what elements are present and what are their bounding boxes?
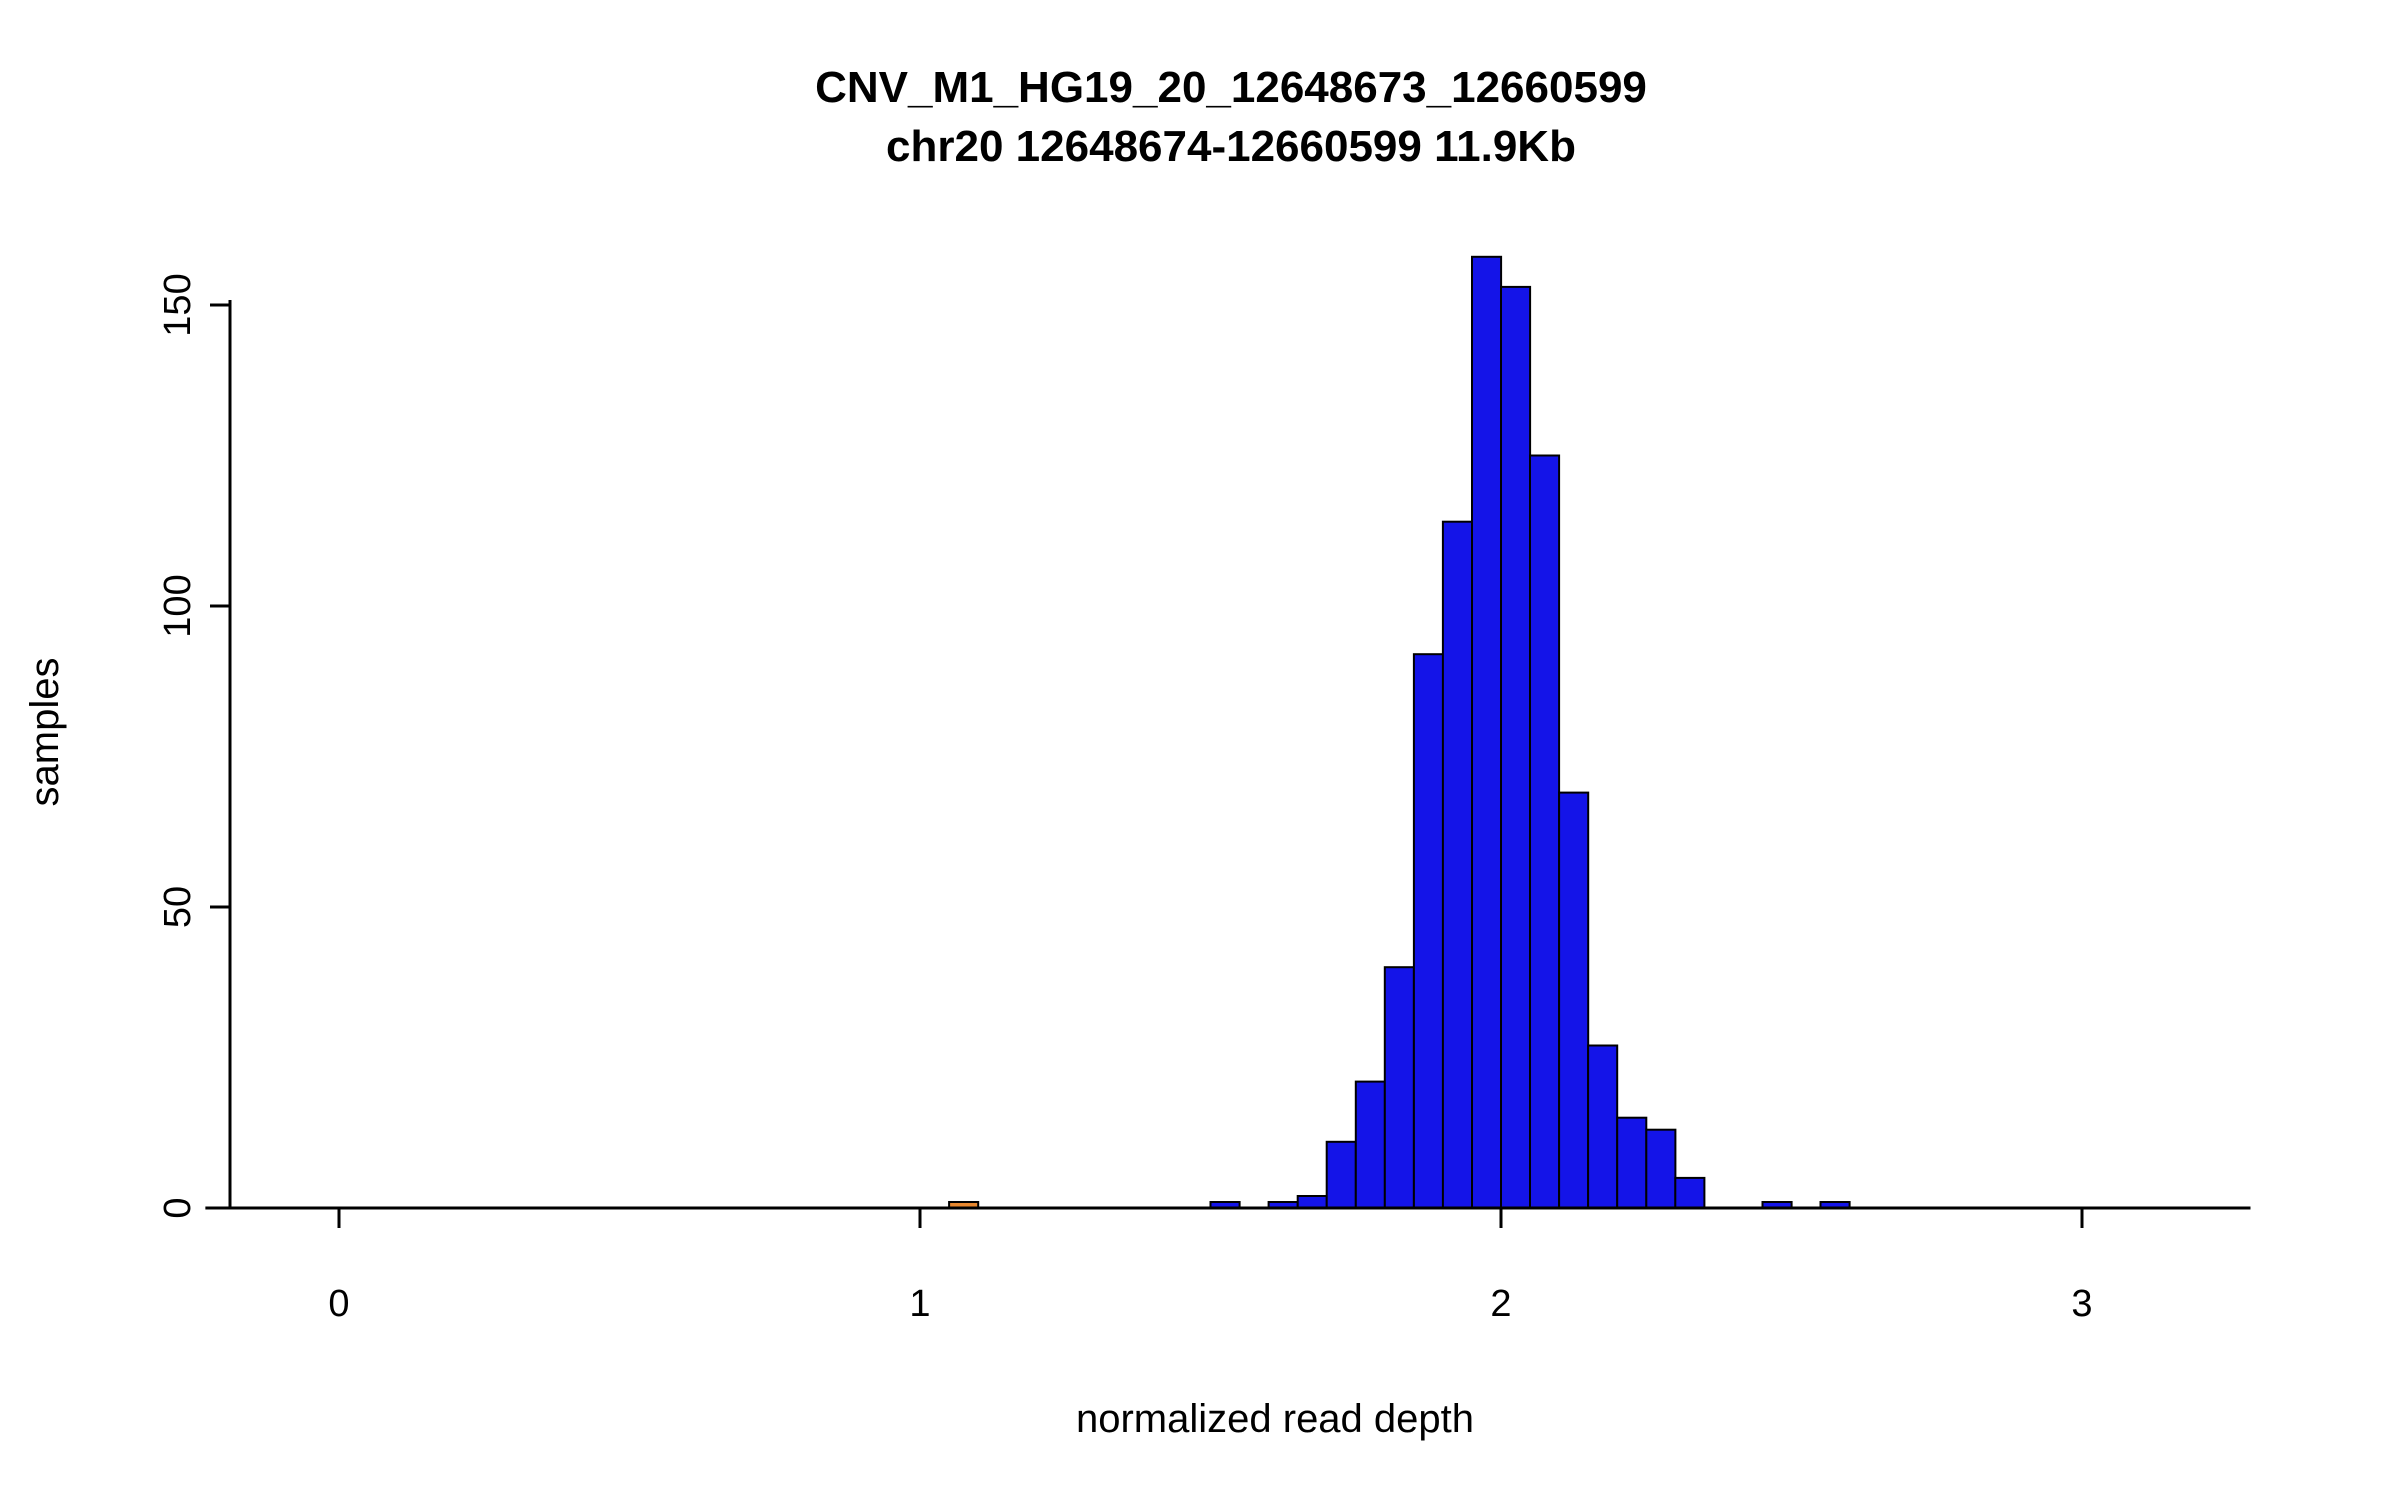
histogram-bar (1471, 255, 1503, 1209)
histogram-bar (1529, 454, 1561, 1209)
x-tick-label: 0 (328, 1283, 349, 1325)
histogram-bar (1354, 1080, 1386, 1209)
y-tick-label: 150 (157, 273, 199, 336)
histogram-bar (1616, 1116, 1648, 1209)
x-axis-label: normalized read depth (1076, 1397, 1474, 1441)
y-tick-label: 0 (157, 1197, 199, 1218)
x-tick-label: 2 (1490, 1283, 1511, 1325)
histogram-bar (1296, 1195, 1328, 1209)
title-block: CNV_M1_HG19_20_12648673_12660599 chr20 1… (230, 58, 2232, 177)
x-tick-label: 3 (2071, 1283, 2092, 1325)
axes (205, 300, 2251, 1228)
histogram-bar (1383, 966, 1415, 1210)
histogram-bar (1412, 653, 1445, 1209)
x-tick-label: 1 (909, 1283, 930, 1325)
histogram-bar (1645, 1128, 1677, 1209)
tick-labels: 0 1 2 3 0 50 100 150 (157, 273, 2093, 1325)
y-tick-label: 50 (157, 886, 199, 928)
chart-subtitle: chr20 12648674-12660599 11.9Kb (886, 122, 1576, 172)
histogram-bars (948, 255, 1851, 1210)
chart-title: CNV_M1_HG19_20_12648673_12660599 (815, 63, 1647, 112)
y-tick-label: 100 (157, 574, 199, 637)
histogram-bar (1674, 1176, 1706, 1210)
y-axis-label: samples (23, 658, 67, 807)
histogram-bar (1500, 285, 1532, 1209)
histogram-bar (1325, 1140, 1357, 1210)
histogram-bar (1441, 520, 1474, 1209)
histogram-bar (1558, 791, 1590, 1209)
histogram-bar (1587, 1044, 1619, 1209)
